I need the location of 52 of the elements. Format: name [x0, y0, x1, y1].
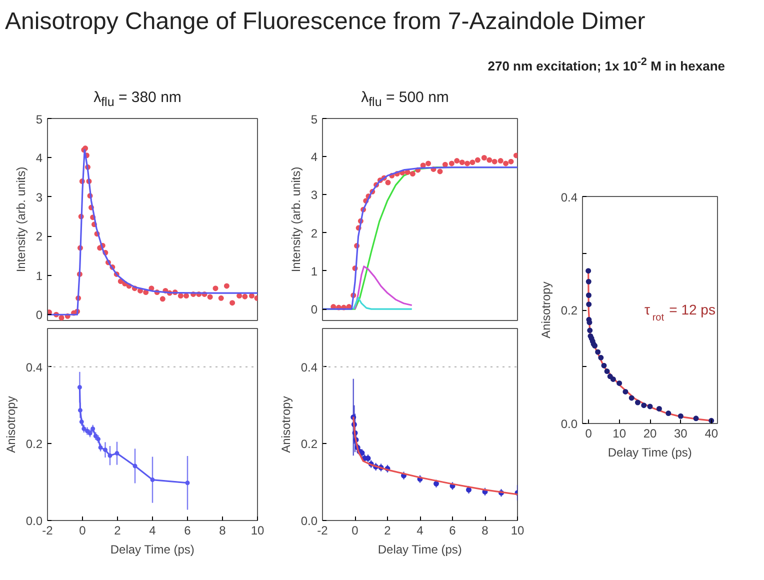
x-tick-label: 8 [219, 524, 226, 538]
x-tick-label: 20 [643, 426, 657, 440]
x-tick-label: 6 [184, 524, 192, 538]
x-tick-label: 10 [250, 524, 264, 538]
x-tick-label: 4 [416, 524, 424, 538]
x-axis-title: Delay Time (ps) [608, 446, 692, 460]
y-tick-label: 5 [36, 112, 43, 126]
chart-subtitle: λ$_{flu}$ = 380 nm [94, 88, 182, 111]
y-tick-label: 0.2 [560, 304, 578, 318]
y-tick-label: 0.4 [26, 360, 43, 374]
y-tick-label: 0.2 [26, 437, 43, 452]
x-tick-label: -2 [317, 524, 328, 538]
y-tick-label: 3 [310, 188, 318, 202]
y-tick-label: 2 [310, 226, 318, 240]
x-tick-label: 10 [510, 524, 524, 538]
y-axis-title: Intensity (arb. units) [288, 166, 303, 272]
x-axis-title: Delay Time (ps) [378, 542, 462, 556]
y-tick-label: 0.4 [300, 360, 318, 374]
x-tick-label: 10 [612, 426, 626, 440]
y-tick-label: 3 [36, 190, 43, 204]
y-tick-label: 5 [310, 112, 318, 126]
y-tick-label: 0 [310, 302, 318, 317]
y-tick-label: 0.4 [560, 190, 578, 204]
y-tick-label: 0 [36, 308, 43, 322]
x-tick-label: 0 [352, 524, 359, 538]
y-axis-title: Intensity (arb. units) [14, 166, 28, 272]
x-tick-label: 0 [585, 426, 592, 440]
x-axis-title: Delay Time (ps) [110, 542, 194, 556]
text: Anisotropy Change of Fluorescence from 7-Azaindole Dimer [5, 7, 646, 37]
y-tick-label: 0.2 [300, 437, 318, 452]
x-tick-label: 4 [149, 524, 156, 538]
x-tick-label: 2 [384, 524, 392, 538]
text: 270 nm excitation; 1x 10$^{-2}$ M in hexane [488, 55, 725, 76]
y-axis-title: Anisotropy [278, 396, 293, 453]
y-axis-title: Anisotropy [538, 282, 553, 338]
x-tick-label: 8 [482, 524, 489, 538]
chart-title: λ$_{flu}$ = 500 nm [361, 88, 449, 111]
y-axis-title: Anisotropy [4, 396, 18, 453]
x-tick-label: 30 [674, 426, 688, 440]
y-tick-label: 4 [36, 151, 43, 166]
x-tick-label: -2 [42, 524, 54, 538]
y-tick-label: 0.0 [560, 417, 578, 431]
y-tick-label: 1 [36, 268, 43, 283]
x-tick-label: 2 [114, 524, 122, 538]
y-tick-label: 1 [310, 264, 318, 278]
y-tick-label: 4 [310, 150, 318, 164]
x-tick-label: 6 [449, 524, 456, 538]
y-tick-label: 0.0 [300, 514, 318, 528]
x-tick-label: 40 [704, 426, 718, 440]
y-tick-label: 2 [36, 230, 43, 244]
y-tick-label: 0.0 [26, 514, 43, 528]
x-tick-label: 0 [79, 524, 86, 538]
